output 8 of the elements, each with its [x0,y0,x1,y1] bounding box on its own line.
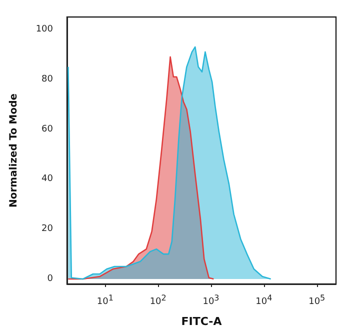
y-axis-title: Normalized To Mode [8,93,20,208]
y-tick-label: 20 [42,224,54,234]
x-axis-title: FITC-A [181,315,222,328]
y-tick-label: 40 [42,174,54,184]
y-tick-label: 80 [42,74,54,84]
y-tick-label: 0 [47,274,54,284]
y-tick-label: 60 [42,124,54,134]
y-tick-label: 100 [36,24,54,34]
